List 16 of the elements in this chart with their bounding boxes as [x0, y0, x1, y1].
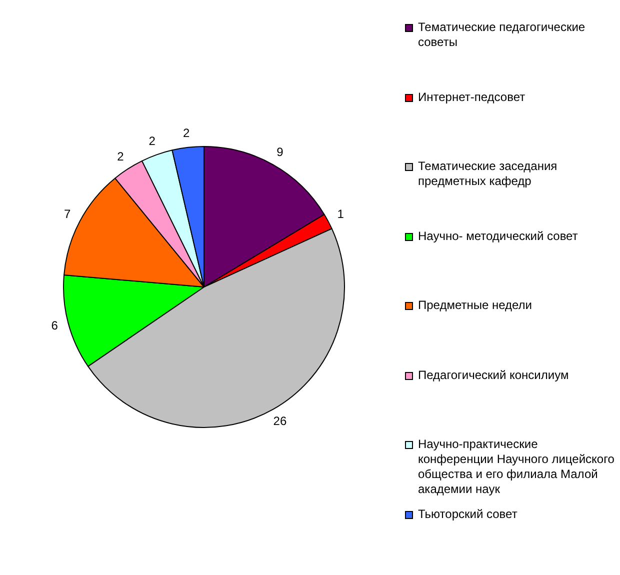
legend-label: Педагогический консилиум: [418, 368, 569, 382]
data-label: 6: [51, 318, 58, 333]
legend-label: Тематические педагогические советы: [418, 20, 586, 50]
legend-label: Тьюторский совет: [418, 506, 518, 522]
data-label: 1: [337, 207, 344, 222]
data-label: 7: [64, 207, 72, 222]
legend-label: Научно-практические конференции Научного лицейского общества и его филиала Малой академии наук: [418, 437, 615, 497]
legend-label: Научно- методический совет: [418, 228, 578, 244]
legend-label: Интернет-педсовет: [418, 90, 526, 104]
legend-label: Предметные недели: [418, 298, 532, 313]
data-label: 2: [148, 134, 156, 148]
data-label: 9: [276, 144, 284, 159]
data-label: 2: [183, 126, 190, 140]
legend-label: Тематические заседания предметных кафедр: [418, 159, 558, 189]
data-label: 2: [117, 149, 124, 164]
data-label: 26: [273, 414, 287, 428]
